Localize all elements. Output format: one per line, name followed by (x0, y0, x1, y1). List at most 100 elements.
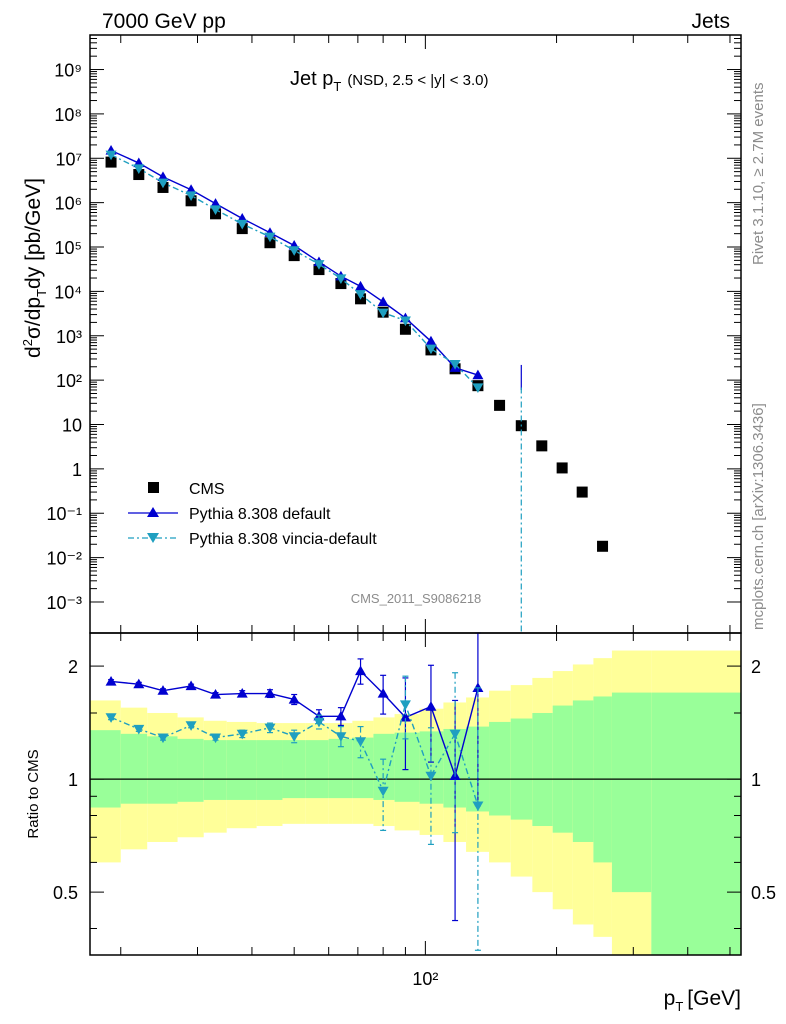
inner-uncertainty-band (256, 740, 283, 800)
y-tick-label: 10⁻² (46, 549, 82, 569)
ratio-point-1 (472, 801, 484, 812)
inner-uncertainty-band (147, 736, 178, 804)
ratio-point-1 (355, 737, 367, 747)
inner-uncertainty-band (394, 732, 420, 802)
ratio-point-1 (335, 732, 347, 742)
y-tick-label: 10⁻¹ (46, 504, 82, 524)
cms-data-point (536, 440, 548, 452)
inner-uncertainty-band (611, 692, 652, 893)
y-tick-label: 10² (56, 371, 82, 391)
ratio-ylabel: Ratio to CMS (25, 749, 42, 838)
ratio-point-1 (185, 721, 197, 731)
ratio-point-0 (377, 688, 389, 698)
vincia-mc-point (133, 164, 145, 174)
y-tick-label: 10⁴ (54, 282, 82, 302)
legend-default-marker (147, 507, 159, 517)
legend: CMS Pythia 8.308 default Pythia 8.308 vi… (128, 481, 377, 548)
main-plot-frame (89, 34, 742, 634)
legend-vincia-marker (147, 533, 159, 543)
header-left: 7000 GeV pp (102, 10, 226, 33)
y-tick-label: 10⁵ (55, 238, 82, 258)
inner-uncertainty-band (419, 731, 444, 804)
legend-vincia-label: Pythia 8.308 vincia-default (189, 531, 377, 548)
default-mc-point (157, 171, 169, 182)
vincia-mc-point (264, 232, 276, 243)
inner-uncertainty-band (90, 730, 121, 808)
plot-title-note: (NSD, 2.5 < |y| < 3.0) (347, 72, 488, 89)
ratio-point-1 (157, 733, 169, 744)
ratio-point-1 (449, 729, 461, 740)
ratio-point-0 (399, 711, 411, 722)
ratio-point-0 (105, 675, 117, 686)
ratio-point-1 (425, 771, 437, 782)
ratio-point-0 (472, 682, 484, 692)
plot-title: Jet pT (NSD, 2.5 < |y| < 3.0) (290, 68, 489, 94)
inner-uncertainty-band (328, 738, 353, 799)
default-mc-point (377, 296, 389, 307)
cms-data-point (399, 323, 411, 335)
ratio-point-0 (355, 665, 367, 676)
default-mc-point (210, 198, 222, 208)
vincia-mc-point (236, 219, 248, 230)
ratio-point-0 (288, 693, 300, 704)
ratio-point-1 (377, 786, 389, 797)
ratio-point-1 (105, 713, 117, 723)
ratio-point-1 (264, 723, 276, 734)
ratio-y-tick-label: 2 (68, 657, 78, 677)
inner-uncertainty-band (510, 718, 533, 820)
ratio-point-0 (185, 680, 197, 691)
y-tick-label: 10⁶ (55, 194, 82, 214)
ratio-point-0 (335, 710, 347, 721)
y-tick-label: 10⁸ (54, 105, 82, 125)
y-tick-label: 10 (62, 415, 82, 435)
series-line-2 (110, 154, 479, 389)
inner-uncertainty-band (532, 712, 553, 827)
cms-data-point (494, 399, 506, 411)
inner-uncertainty-band (352, 737, 374, 799)
vincia-mc-point (157, 178, 169, 189)
cms-data-point (576, 486, 588, 498)
mcplots-label: mcplots.cern.ch [arXiv:1306.3436] (750, 403, 767, 630)
y-tick-label: 10⁹ (54, 61, 82, 81)
ratio-plot-frame (89, 632, 742, 956)
vincia-mc-point (313, 260, 325, 270)
default-mc-point (472, 369, 484, 380)
plot-title-sub: T (333, 79, 341, 94)
ratio-point-0 (236, 688, 248, 698)
x-axis-label: pT [GeV] (664, 987, 741, 1014)
ratio-point-1 (133, 724, 145, 735)
y-tick-label: 1 (72, 460, 82, 480)
vincia-mc-point (355, 290, 367, 300)
cms-data-point (264, 237, 276, 249)
legend-cms-label: CMS (189, 481, 225, 498)
inner-uncertainty-band (373, 733, 395, 800)
ratio-y-tick-label-right: 0.5 (751, 883, 776, 903)
inner-uncertainty-band (552, 705, 573, 833)
vincia-mc-point (425, 344, 437, 355)
ratio-point-1 (399, 700, 411, 711)
y-tick-label: 10⁻³ (46, 593, 82, 613)
main-ylabel: d2σ/dpTdy [pb/GeV] (20, 178, 49, 358)
vincia-mc-point (210, 205, 222, 216)
vincia-mc-point (377, 308, 389, 319)
rivet-label: Rivet 3.1.10, ≥ 2.7M events (750, 83, 767, 266)
y-tick-label: 10³ (56, 327, 82, 347)
ratio-point-1 (236, 729, 248, 740)
vincia-mc-point (472, 383, 484, 394)
default-mc-point (355, 280, 367, 291)
inner-uncertainty-band (120, 733, 148, 804)
inner-uncertainty-band (489, 721, 511, 816)
inner-uncertainty-band (203, 740, 227, 800)
cms-data-point (597, 540, 609, 552)
inner-uncertainty-band (177, 738, 204, 802)
ratio-point-0 (264, 688, 276, 698)
inner-uncertainty-band (282, 740, 306, 799)
default-mc-point (425, 335, 437, 346)
ratio-point-0 (157, 685, 169, 695)
inner-uncertainty-band (305, 740, 329, 799)
ratio-point-1 (210, 733, 222, 744)
cms-data-point (133, 169, 145, 181)
ratio-y-tick-label: 1 (68, 770, 78, 790)
ratio-point-0 (133, 678, 145, 689)
vincia-mc-point (185, 191, 197, 201)
